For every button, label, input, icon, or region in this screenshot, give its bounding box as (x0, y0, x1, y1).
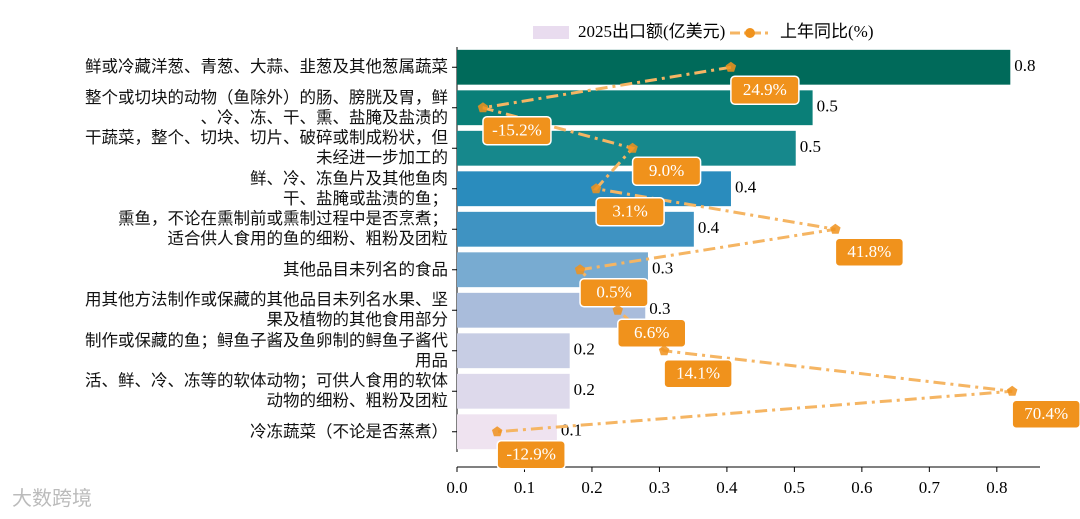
yoy-label-text: 41.8% (847, 242, 891, 261)
yoy-label: 41.8% (834, 237, 905, 267)
yoy-marker (612, 304, 623, 315)
legend-label: 上年同比(%) (780, 22, 873, 41)
bar-value-label: 0.3 (652, 259, 673, 278)
yoy-label-text: 24.9% (743, 80, 787, 99)
yoy-label-box (1011, 399, 1080, 429)
yoy-marker (491, 426, 503, 437)
yoy-label: 0.5% (579, 278, 649, 308)
bar (457, 333, 570, 369)
yoy-label-box (616, 318, 687, 348)
x-tick-label: 0.3 (649, 478, 670, 497)
yoy-label-text: -15.2% (492, 121, 542, 140)
yoy-marker (627, 142, 638, 153)
yoy-label-box (663, 359, 733, 389)
bar-value-label: 0.1 (561, 421, 582, 440)
yoy-label-box (579, 278, 649, 308)
yoy-line (482, 65, 1013, 434)
yoy-label-text: 70.4% (1024, 404, 1068, 423)
x-tick-label: 0.6 (851, 478, 872, 497)
yoy-label: 70.4% (1011, 399, 1080, 429)
yoy-label-text: 3.1% (612, 202, 647, 221)
yoy-label-text: 6.6% (634, 323, 669, 342)
legend: 2025出口额(亿美元) 上年同比(%) (533, 22, 873, 41)
y-tick-label: 干蔬菜，整个、切块、切片、破碎或制成粉状，但 未经进一步加工的 (85, 128, 448, 168)
bar-value-label: 0.2 (574, 380, 595, 399)
y-tick-label: 活、鲜、冷、冻等的软体动物；可供人食用的软体 动物的细粉、粗粉及团粒 (85, 371, 448, 411)
legend-label: 2025出口额(亿美元) (578, 22, 725, 41)
yoy-label: 6.6% (616, 318, 687, 348)
yoy-label-text: 14.1% (676, 364, 720, 383)
yoy-marker (1006, 385, 1018, 396)
yoy-label: 3.1% (595, 197, 665, 227)
yoy-label: -12.9% (496, 440, 566, 470)
x-tick-label: 0.1 (514, 478, 535, 497)
yoy-label-text: -12.9% (506, 445, 556, 464)
yoy-marker (590, 183, 602, 194)
legend-swatch (533, 26, 569, 39)
yoy-label-box (482, 116, 552, 146)
yoy-label: 24.9% (730, 75, 800, 105)
bar-value-label: 0.3 (649, 299, 670, 318)
x-tick-label: 0.4 (716, 478, 738, 497)
x-tick-label: 0.0 (446, 478, 467, 497)
y-tick-label: 其他品目未列名的食品 (283, 259, 448, 279)
x-tick-label: 0.7 (919, 478, 941, 497)
yoy-label-text: 9.0% (649, 161, 684, 180)
y-tick-label: 用其他方法制作或保藏的其他品目未列名水果、坚 果及植物的其他食用部分 (85, 290, 448, 330)
bar-value-label: 0.5 (817, 97, 838, 116)
watermark: 大数跨境 (12, 486, 92, 510)
bar-value-label: 0.2 (574, 340, 595, 359)
legend-marker (745, 28, 755, 38)
yoy-marker (477, 102, 489, 113)
yoy-marker (830, 223, 841, 234)
yoy-label: 9.0% (631, 156, 702, 186)
x-tick-label: 0.2 (581, 478, 602, 497)
bar-value-label: 0.5 (800, 137, 821, 156)
x-tick-label: 0.5 (784, 478, 805, 497)
yoy-label-box (496, 440, 566, 470)
y-tick-label: 冷冻蔬菜（不论是否蒸煮） (250, 421, 448, 441)
yoy-label: 14.1% (663, 359, 733, 389)
y-tick-label: 制作或保藏的鱼；鲟鱼子酱及鱼卵制的鲟鱼子酱代 用品 (85, 330, 448, 370)
bar (457, 373, 570, 409)
yoy-label-box (595, 197, 665, 227)
yoy-marker (725, 61, 737, 72)
yoy-marker (658, 345, 670, 356)
yoy-marker (574, 264, 586, 275)
yoy-label-box (730, 75, 800, 105)
yoy-label: -15.2% (482, 116, 552, 146)
y-tick-label: 鲜、冷、冻鱼片及其他鱼肉 干、盐腌或盐渍的鱼； (250, 168, 448, 208)
bar-value-label: 0.8 (1014, 56, 1035, 75)
yoy-label-box (631, 156, 702, 186)
y-tick-label: 鲜或冷藏洋葱、青葱、大蒜、韭葱及其他葱属蔬菜 (85, 57, 448, 77)
bar-value-label: 0.4 (698, 218, 720, 237)
y-tick-label: 整个或切块的动物（鱼除外）的肠、膀胱及胃，鲜 、冷、冻、干、熏、盐腌及盐渍的 (85, 87, 448, 127)
bar-value-label: 0.4 (735, 178, 757, 197)
y-tick-label: 熏鱼，不论在熏制前或熏制过程中是否烹煮； 适合供人食用的鱼的细粉、粗粉及团粒 (118, 209, 448, 249)
x-tick-label: 0.8 (986, 478, 1007, 497)
yoy-label-text: 0.5% (596, 283, 631, 302)
yoy-label-box (834, 237, 905, 267)
